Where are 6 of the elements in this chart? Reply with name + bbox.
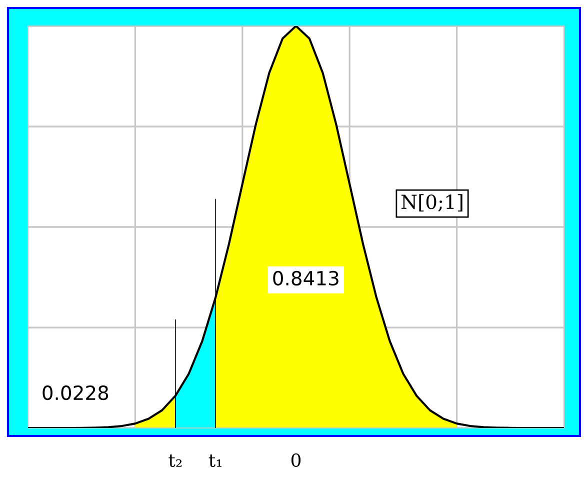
x-tick-label: 0: [291, 453, 301, 467]
annotation: 0.8413: [273, 270, 338, 286]
annotation: 0.0228: [42, 385, 108, 400]
x-tick-label: t₁: [208, 454, 222, 467]
x-tick-label: t₂: [168, 454, 182, 467]
annotation: N[0;1]: [401, 194, 462, 212]
